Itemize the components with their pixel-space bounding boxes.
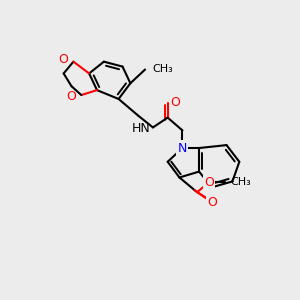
Text: O: O [67, 91, 76, 103]
Text: O: O [204, 176, 214, 189]
Text: O: O [207, 196, 217, 208]
Text: HN: HN [131, 122, 150, 135]
Text: O: O [59, 53, 68, 66]
Text: N: N [178, 142, 187, 154]
Text: O: O [171, 96, 181, 110]
Text: CH₃: CH₃ [230, 177, 251, 188]
Text: N: N [178, 142, 187, 154]
Text: CH₃: CH₃ [152, 64, 173, 74]
